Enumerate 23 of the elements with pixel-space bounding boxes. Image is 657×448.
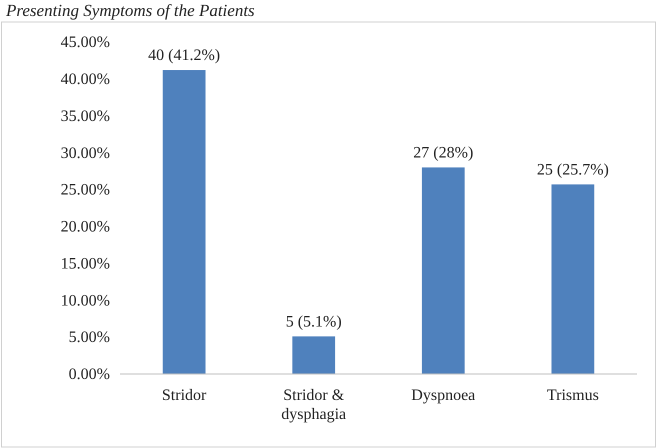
y-tick-label: 10.00% [60, 292, 110, 310]
y-tick-label: 15.00% [60, 255, 110, 272]
bar [162, 70, 206, 374]
x-tick-label: Dyspnoea [411, 387, 476, 404]
y-tick-label: 35.00% [60, 108, 110, 125]
data-label: 5 (5.1%) [286, 313, 342, 330]
y-tick-label: 40.00% [60, 71, 110, 88]
y-tick-label: 5.00% [68, 329, 110, 346]
data-label: 27 (28%) [413, 144, 474, 162]
x-tick-label: Trismus [546, 387, 599, 404]
data-label: 40 (41.2%) [148, 47, 220, 64]
x-tick-label: Stridor [162, 387, 208, 404]
bar [551, 184, 594, 374]
y-tick-label: 30.00% [60, 144, 110, 162]
chart-title: Presenting Symptoms of the Patients [5, 1, 256, 20]
y-tick-label: 25.00% [60, 182, 110, 199]
y-tick-label: 0.00% [68, 366, 110, 384]
y-tick-label: 45.00% [60, 34, 110, 52]
x-tick-label: Stridor & dysphagia [281, 387, 346, 423]
y-tick-label: 20.00% [60, 218, 110, 236]
bar [292, 336, 336, 374]
data-label: 25 (25.7%) [536, 161, 609, 178]
bar [422, 167, 465, 374]
